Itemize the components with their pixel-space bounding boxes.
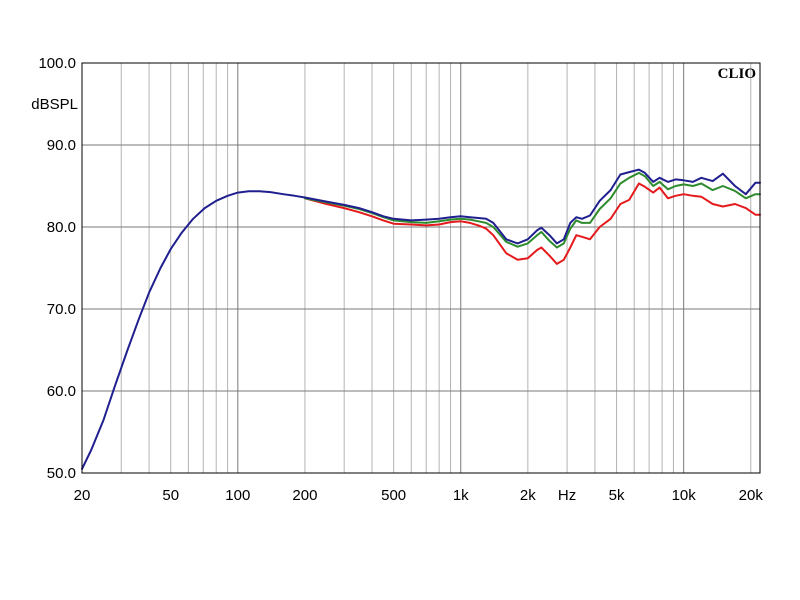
series-line: [303, 171, 761, 249]
x-tick-label: 200: [292, 487, 317, 504]
x-tick-label: 1k: [453, 487, 469, 504]
x-tick-label: 2k: [520, 487, 536, 504]
x-axis-label: Hz: [558, 487, 576, 504]
x-tick-label: 50: [162, 487, 179, 504]
y-tick-label: 50.0: [47, 465, 76, 482]
y-tick-labels: 50.0 60.0 70.0 80.0 90.0 100.0: [38, 55, 76, 482]
x-tick-label: 10k: [672, 487, 697, 504]
y-tick-label: 90.0: [47, 137, 76, 154]
y-tick-label: 80.0: [47, 219, 76, 236]
y-tick-label: 60.0: [47, 383, 76, 400]
series-line: [303, 182, 761, 265]
x-tick-label: 500: [381, 487, 406, 504]
y-tick-label: 100.0: [38, 55, 76, 72]
plot-frame: [81, 62, 761, 474]
y-tick-label: 70.0: [47, 301, 76, 318]
series-line: [81, 168, 761, 470]
series-lines: [81, 168, 761, 470]
clio-brand-label: CLIO: [718, 66, 756, 82]
x-tick-label: 20k: [739, 487, 764, 504]
x-tick-label: 100: [225, 487, 250, 504]
x-tick-label: 5k: [609, 487, 625, 504]
x-tick-label: 20: [74, 487, 91, 504]
y-axis-label: dBSPL: [31, 96, 78, 113]
x-tick-labels: 20 50 100 200 500 1k 2k 5k 10k 20k: [74, 487, 764, 504]
grid-lines: [82, 63, 760, 473]
